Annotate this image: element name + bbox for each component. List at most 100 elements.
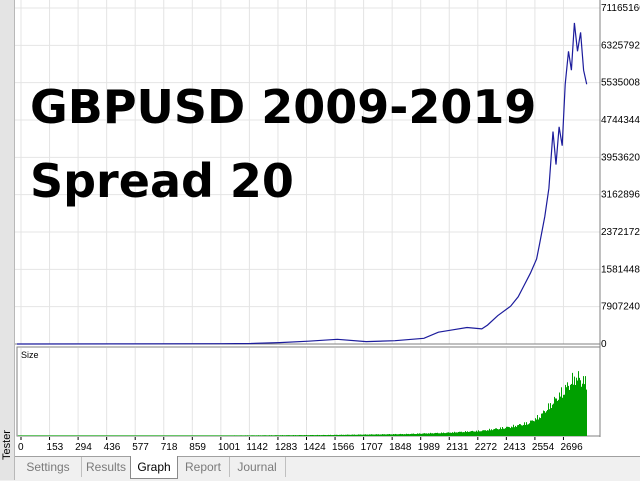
volume-bar bbox=[436, 432, 437, 436]
volume-bar bbox=[178, 435, 179, 436]
volume-bar bbox=[397, 434, 398, 436]
volume-bar bbox=[515, 425, 516, 436]
volume-bar bbox=[312, 434, 313, 436]
volume-bar bbox=[114, 435, 115, 436]
volume-bar bbox=[56, 435, 57, 436]
volume-bar bbox=[200, 435, 201, 436]
volume-bar bbox=[539, 417, 540, 436]
volume-bar bbox=[569, 389, 570, 436]
volume-bar bbox=[370, 434, 371, 436]
tester-graph: Size 71165160 63257920 55350080 47443440 395… bbox=[15, 0, 640, 453]
tab-settings[interactable]: Settings bbox=[15, 457, 82, 477]
volume-bar bbox=[375, 434, 376, 436]
volume-bar bbox=[176, 435, 177, 436]
volume-bar bbox=[177, 435, 178, 436]
volume-bar bbox=[192, 435, 193, 436]
volume-bar bbox=[568, 385, 569, 436]
x-tick-label: 1424 bbox=[304, 442, 327, 453]
volume-bar bbox=[297, 435, 298, 436]
volume-bar bbox=[217, 435, 218, 436]
volume-bar bbox=[543, 410, 544, 436]
volume-bar bbox=[225, 435, 226, 436]
volume-bar bbox=[542, 413, 543, 436]
volume-bar bbox=[40, 435, 41, 436]
volume-bar bbox=[320, 435, 321, 436]
volume-bar bbox=[440, 433, 441, 436]
volume-bar bbox=[252, 435, 253, 436]
volume-bar bbox=[215, 435, 216, 436]
volume-bar bbox=[496, 428, 497, 436]
volume-bar bbox=[376, 434, 377, 436]
volume-bar bbox=[254, 435, 255, 436]
volume-bar bbox=[100, 435, 101, 436]
volume-bar bbox=[522, 425, 523, 436]
tab-results[interactable]: Results bbox=[81, 457, 132, 477]
volume-bar bbox=[347, 434, 348, 436]
volume-bar bbox=[405, 434, 406, 436]
volume-bar bbox=[227, 435, 228, 436]
volume-bar bbox=[84, 435, 85, 436]
volume-bar bbox=[479, 431, 480, 436]
y-tick-label: 55350080 bbox=[601, 78, 640, 89]
volume-bar bbox=[470, 431, 471, 436]
volume-bar bbox=[392, 434, 393, 436]
volume-bar bbox=[465, 431, 466, 436]
volume-bar bbox=[196, 435, 197, 436]
volume-bar bbox=[314, 435, 315, 436]
volume-bar bbox=[95, 435, 96, 436]
volume-bar bbox=[427, 433, 428, 436]
volume-bar bbox=[31, 435, 32, 436]
volume-bar bbox=[148, 435, 149, 436]
volume-bar bbox=[52, 435, 53, 436]
volume-bar bbox=[69, 435, 70, 436]
volume-bar bbox=[85, 435, 86, 436]
volume-bar bbox=[115, 435, 116, 436]
volume-bar bbox=[222, 435, 223, 436]
volume-bar bbox=[473, 431, 474, 436]
volume-bar bbox=[478, 430, 479, 436]
volume-bar bbox=[172, 435, 173, 436]
volume-bar bbox=[59, 435, 60, 436]
volume-bar bbox=[285, 435, 286, 436]
volume-bar bbox=[99, 435, 100, 436]
volume-bar bbox=[51, 435, 52, 436]
volume-bar bbox=[520, 424, 521, 436]
volume-bar bbox=[198, 435, 199, 436]
volume-bar bbox=[564, 394, 565, 436]
tab-report[interactable]: Report bbox=[177, 457, 230, 477]
volume-bar bbox=[106, 435, 107, 436]
volume-bar bbox=[231, 435, 232, 436]
volume-bar bbox=[463, 432, 464, 436]
volume-bar bbox=[438, 433, 439, 436]
volume-bar bbox=[408, 433, 409, 436]
volume-bar bbox=[53, 435, 54, 436]
volume-bar bbox=[387, 434, 388, 436]
volume-bar bbox=[487, 430, 488, 436]
volume-bar bbox=[381, 434, 382, 436]
volume-bar bbox=[579, 377, 580, 436]
volume-bar bbox=[441, 432, 442, 436]
volume-bar bbox=[22, 435, 23, 436]
tab-journal[interactable]: Journal bbox=[229, 457, 286, 477]
volume-bar bbox=[206, 435, 207, 436]
balance-line bbox=[16, 22, 588, 345]
volume-bar bbox=[58, 435, 59, 436]
volume-bar bbox=[93, 435, 94, 436]
volume-bar bbox=[518, 425, 519, 436]
volume-bar bbox=[129, 435, 130, 436]
volume-bar bbox=[267, 435, 268, 436]
volume-bar bbox=[571, 383, 572, 436]
volume-bar bbox=[366, 434, 367, 436]
volume-bar bbox=[402, 433, 403, 436]
volume-bar bbox=[527, 424, 528, 436]
volume-bar bbox=[425, 433, 426, 436]
volume-bar bbox=[362, 434, 363, 436]
volume-bar bbox=[382, 434, 383, 436]
volume-bar bbox=[578, 371, 579, 436]
volume-bar bbox=[45, 435, 46, 436]
volume-bar bbox=[550, 403, 551, 436]
volume-bar bbox=[308, 435, 309, 436]
volume-bar bbox=[560, 396, 561, 436]
tab-graph[interactable]: Graph bbox=[130, 456, 178, 479]
